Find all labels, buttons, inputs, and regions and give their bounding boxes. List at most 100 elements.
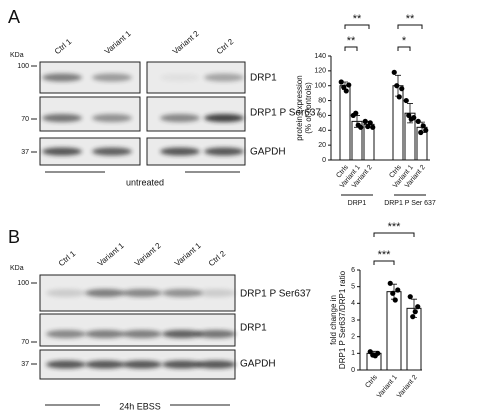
y-tick-label: 2 [351,334,355,341]
blot-band [204,73,244,82]
data-point [338,79,344,85]
data-point [396,94,402,100]
band-label: DRP1 P Ser637 [240,289,311,300]
y-tick-label: 140 [314,53,326,60]
y-tick-label: 6 [351,267,355,274]
lane-label: Variant 2 [171,29,201,56]
significance-bracket [344,24,370,29]
kda-label: KDa [10,265,24,272]
marker-label: 37 [21,149,29,156]
data-point [367,120,373,126]
data-point [390,290,396,296]
marker-label: 70 [21,116,29,123]
y-tick-label: 3 [351,317,355,324]
y-axis-label: DRP1 P Ser637/DRP1 ratio [338,270,347,369]
data-point [391,69,397,75]
blot-band [122,289,162,297]
data-point [358,124,364,130]
blot-band [162,360,202,369]
y-tick-label: 120 [314,68,326,75]
blot-band [46,289,86,297]
blot-band [92,73,132,82]
marker-label: 100 [17,280,29,287]
condition-label: 24h EBSS [119,401,161,411]
y-tick-label: 40 [318,127,326,134]
blot-band [196,289,236,297]
significance-label: * [402,35,407,47]
blot-band [85,360,125,369]
data-point [415,118,421,124]
blot-band [122,360,162,369]
significance-label: *** [388,221,402,233]
blot-band [42,147,82,156]
data-point [387,280,393,286]
blot-band [160,73,200,82]
y-tick-label: 0 [351,367,355,374]
lane-label: Variant 1 [103,29,133,56]
blot-band [92,114,132,122]
data-point [407,294,413,300]
y-axis-label: fold change in [329,295,338,345]
data-point [365,123,371,130]
blot-frame [146,96,246,132]
lane-label: Variant 1 [96,241,126,268]
y-tick-label: 5 [351,284,355,291]
data-point [346,82,352,88]
marker-label: 100 [17,63,29,70]
blot-band [204,147,244,156]
data-point [410,314,416,320]
blot-band [42,114,82,122]
kda-label: KDa [10,52,24,59]
lane-label: Ctrl 2 [215,37,236,57]
significance-bracket [373,232,415,237]
blot-band [85,289,125,297]
blot-frame [39,313,236,347]
y-tick-label: 80 [318,97,326,104]
data-point [411,115,417,121]
blot-band [122,330,162,338]
blot-frame [39,96,141,132]
lane-label: Ctrl 1 [53,37,74,57]
panel-letter: B [8,227,20,247]
panel-letter: A [8,7,20,27]
blot-band [160,114,200,122]
data-point [341,84,347,90]
data-point [412,309,418,315]
significance-bracket [397,24,423,29]
lane-label: Ctrl 2 [207,249,228,269]
blot-band [162,330,202,338]
blot-band [42,73,82,82]
significance-bracket [344,46,358,51]
condition-label: untreated [126,177,164,187]
significance-bracket [397,46,411,51]
data-point [353,110,359,116]
data-point [403,97,409,104]
data-point [418,129,424,136]
data-point [343,88,349,94]
y-tick-label: 20 [318,142,326,149]
data-point [395,287,401,293]
lane-label: Ctrl 1 [57,249,78,269]
band-label: DRP1 [250,73,277,84]
data-point [392,297,398,303]
significance-label: ** [406,13,415,25]
y-tick-label: 0 [322,157,326,164]
data-point [362,118,368,124]
band-label: GAPDH [250,147,286,158]
data-point [375,350,381,356]
group-label: DRP1 [348,200,367,207]
significance-label: *** [378,249,392,261]
bar [386,291,402,371]
blot-band [196,360,236,369]
y-axis-label: protein expression [295,75,304,140]
blot-band [46,360,86,369]
blot-band [85,330,125,338]
data-point [423,127,429,133]
group-label: DRP1 P Ser 637 [384,200,436,207]
lane-label: Variant 2 [133,241,163,268]
significance-label: ** [347,35,356,47]
blot-band [92,147,132,156]
bar [339,85,351,161]
blot-band [196,330,236,338]
